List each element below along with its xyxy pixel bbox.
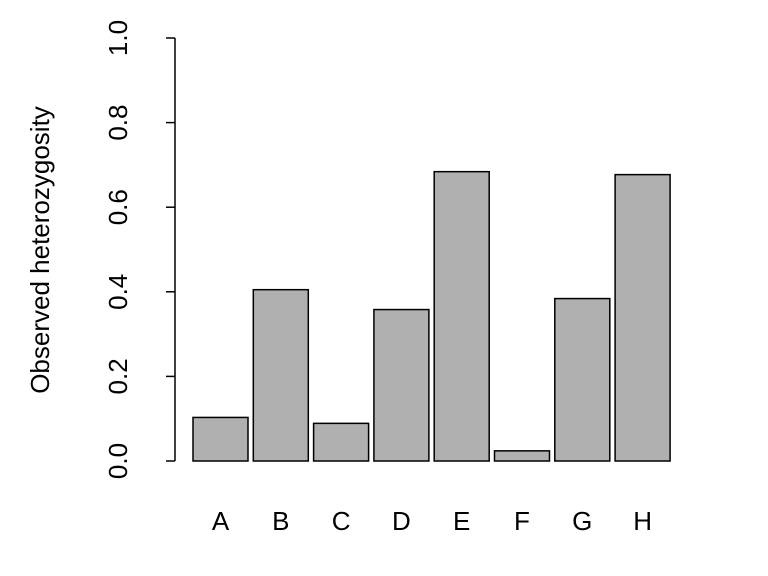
- x-tick-label: F: [514, 506, 530, 536]
- bar-C: [312, 422, 370, 462]
- bar-D: [373, 308, 430, 462]
- x-tick-label: C: [332, 506, 351, 536]
- bar-B: [252, 288, 310, 462]
- x-tick-label: D: [392, 506, 411, 536]
- bar-A: [192, 416, 249, 462]
- bar-F: [493, 450, 551, 462]
- bar-G: [554, 297, 611, 462]
- x-tick-label: G: [572, 506, 592, 536]
- x-tick-label: E: [453, 506, 470, 536]
- y-tick-label: 0.8: [103, 105, 133, 141]
- y-tick-label: 0.0: [103, 443, 133, 479]
- x-tick-labels: A B C D E F G H: [212, 506, 652, 536]
- x-tick-label: B: [272, 506, 289, 536]
- y-tick-label: 1.0: [103, 20, 133, 56]
- y-tick-label: 0.2: [103, 358, 133, 394]
- y-tick-label: 0.6: [103, 189, 133, 225]
- x-tick-label: H: [633, 506, 652, 536]
- x-tick-label: A: [212, 506, 230, 536]
- y-axis-label: Observed heterozygosity: [25, 106, 55, 394]
- y-axis: 0.0 0.2 0.4 0.6 0.8 1.0: [103, 20, 176, 479]
- bar-H: [614, 173, 671, 462]
- bar-E: [433, 170, 490, 462]
- bars: [192, 170, 671, 462]
- y-tick-label: 0.4: [103, 274, 133, 310]
